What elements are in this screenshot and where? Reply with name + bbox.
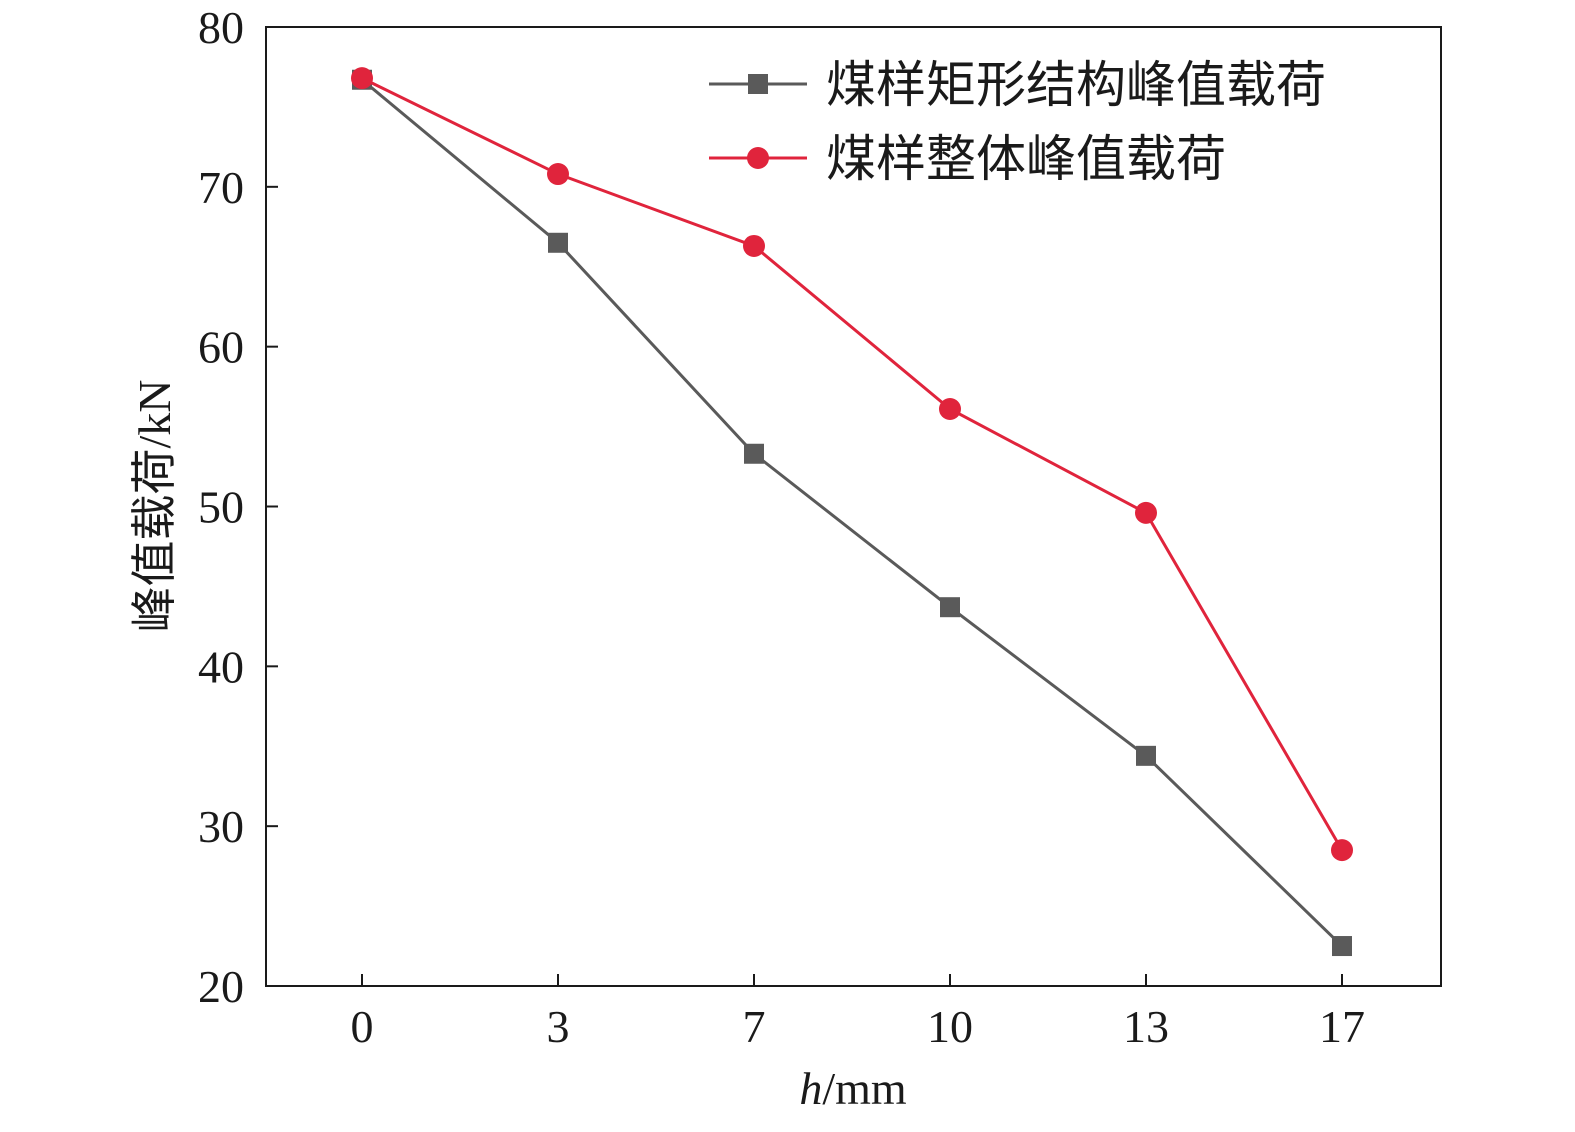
x-tick-label: 13 — [1123, 1001, 1169, 1052]
data-point — [547, 163, 569, 186]
x-axis: 0 3 7 10 13 17 — [351, 974, 1365, 1052]
data-point — [940, 597, 960, 618]
x-tick-label: 3 — [547, 1001, 570, 1052]
x-axis-label-symbol: h — [799, 1063, 822, 1114]
y-tick-label: 80 — [198, 2, 244, 53]
data-point — [1136, 745, 1156, 766]
data-point — [548, 232, 568, 253]
legend-label: 煤样整体峰值载荷 — [826, 131, 1226, 187]
y-axis: 20 30 40 50 60 70 80 — [198, 2, 278, 1012]
data-point — [351, 67, 373, 90]
y-tick-label: 20 — [198, 961, 244, 1012]
x-axis-label: h/mm — [799, 1063, 907, 1114]
data-point — [1332, 936, 1352, 957]
series-1 — [352, 69, 1352, 957]
data-point — [1331, 839, 1353, 862]
y-axis-label: 峰值载荷/kN — [129, 380, 180, 633]
y-tick-label: 40 — [198, 641, 244, 692]
legend-marker — [748, 74, 768, 94]
y-tick-label: 70 — [198, 162, 244, 213]
y-tick-label: 50 — [198, 482, 244, 533]
data-point — [743, 234, 765, 257]
series-2 — [351, 67, 1353, 862]
data-point — [744, 443, 764, 464]
y-tick-label: 30 — [198, 801, 244, 852]
x-tick-label: 0 — [351, 1001, 374, 1052]
series-layer — [351, 67, 1353, 957]
legend-marker — [747, 147, 769, 169]
x-tick-label: 17 — [1319, 1001, 1365, 1052]
x-axis-label-unit: /mm — [822, 1063, 907, 1114]
legend-label: 煤样矩形结构峰值载荷 — [826, 57, 1326, 113]
data-point — [939, 398, 961, 421]
series-line — [361, 78, 1344, 948]
legend-item: 煤样矩形结构峰值载荷 — [709, 57, 1326, 113]
data-point — [1135, 501, 1157, 524]
x-tick-label: 7 — [743, 1001, 766, 1052]
y-tick-label: 60 — [198, 322, 244, 373]
series-line — [361, 76, 1344, 851]
x-tick-label: 10 — [927, 1001, 973, 1052]
legend-item: 煤样整体峰值载荷 — [709, 131, 1226, 187]
